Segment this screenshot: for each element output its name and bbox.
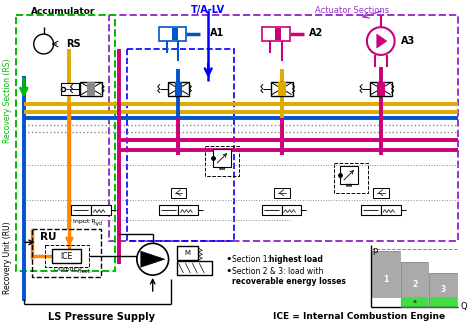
Bar	[340, 166, 358, 184]
Bar	[72, 205, 91, 214]
Bar	[278, 82, 286, 96]
Bar	[171, 188, 186, 198]
Text: hyd: hyd	[93, 221, 102, 226]
Bar	[176, 246, 198, 260]
Bar	[16, 15, 115, 271]
Polygon shape	[141, 251, 164, 267]
Bar	[62, 83, 79, 95]
Text: recoverable energy losses: recoverable energy losses	[232, 277, 346, 286]
Text: 2: 2	[412, 281, 417, 290]
Text: Recovery Unit (RU): Recovery Unit (RU)	[3, 221, 12, 293]
Bar	[168, 82, 190, 96]
Bar	[370, 82, 392, 96]
Bar	[372, 251, 400, 297]
Bar	[377, 82, 385, 96]
Bar	[205, 146, 239, 176]
Text: Section 1:: Section 1:	[232, 255, 275, 264]
Text: Output P: Output P	[54, 267, 81, 272]
Bar	[176, 261, 212, 275]
Bar	[429, 273, 457, 307]
Text: Section 2 & 3: load with: Section 2 & 3: load with	[232, 267, 323, 276]
Text: 3: 3	[441, 286, 446, 294]
Bar	[271, 82, 292, 96]
Bar	[127, 49, 234, 241]
Bar	[159, 27, 186, 41]
Bar	[52, 249, 82, 263]
Text: a: a	[412, 299, 417, 304]
Bar	[87, 82, 95, 96]
Text: Input P: Input P	[73, 219, 95, 224]
Text: p: p	[372, 246, 377, 255]
Text: ICE = Internal Combustion Engine: ICE = Internal Combustion Engine	[273, 312, 445, 321]
Text: Recovery Section (RS): Recovery Section (RS)	[3, 58, 12, 143]
Bar	[179, 205, 198, 214]
Text: RU: RU	[40, 232, 57, 242]
Bar	[334, 163, 368, 193]
Text: •: •	[225, 254, 232, 264]
Bar	[213, 149, 231, 167]
Bar	[45, 245, 89, 267]
Text: highest load: highest load	[269, 255, 323, 264]
Text: M: M	[184, 250, 191, 256]
Bar	[172, 28, 177, 40]
Bar	[262, 205, 282, 214]
Bar	[429, 273, 457, 297]
Text: Accumulator: Accumulator	[31, 7, 96, 16]
Bar	[262, 27, 290, 41]
Bar	[401, 297, 428, 307]
Bar	[401, 262, 428, 297]
Bar	[273, 188, 290, 198]
Text: LS Pressure Supply: LS Pressure Supply	[48, 312, 155, 322]
Bar	[381, 205, 401, 214]
Bar	[361, 205, 381, 214]
Bar	[372, 251, 400, 297]
Text: RS: RS	[66, 39, 81, 49]
Circle shape	[137, 243, 169, 275]
Bar	[32, 229, 101, 277]
Text: T/A-LV: T/A-LV	[191, 5, 225, 15]
Bar	[274, 28, 281, 40]
Text: 1: 1	[383, 275, 388, 284]
Bar	[91, 205, 111, 214]
Bar	[401, 262, 428, 307]
Bar	[373, 188, 389, 198]
Bar	[159, 205, 179, 214]
Text: A3: A3	[401, 36, 415, 46]
Polygon shape	[377, 34, 387, 48]
Text: A2: A2	[310, 28, 324, 38]
Circle shape	[367, 27, 395, 55]
Text: Actuator Sections: Actuator Sections	[315, 6, 389, 15]
Bar	[174, 82, 182, 96]
Bar	[282, 205, 301, 214]
Text: •: •	[225, 266, 232, 276]
Bar	[429, 297, 457, 307]
Bar	[80, 82, 102, 96]
Text: mech: mech	[77, 269, 91, 274]
Text: Q: Q	[460, 302, 467, 311]
Circle shape	[34, 34, 54, 54]
Bar	[109, 15, 458, 241]
Text: ICE: ICE	[60, 252, 73, 261]
Text: A1: A1	[210, 28, 225, 38]
